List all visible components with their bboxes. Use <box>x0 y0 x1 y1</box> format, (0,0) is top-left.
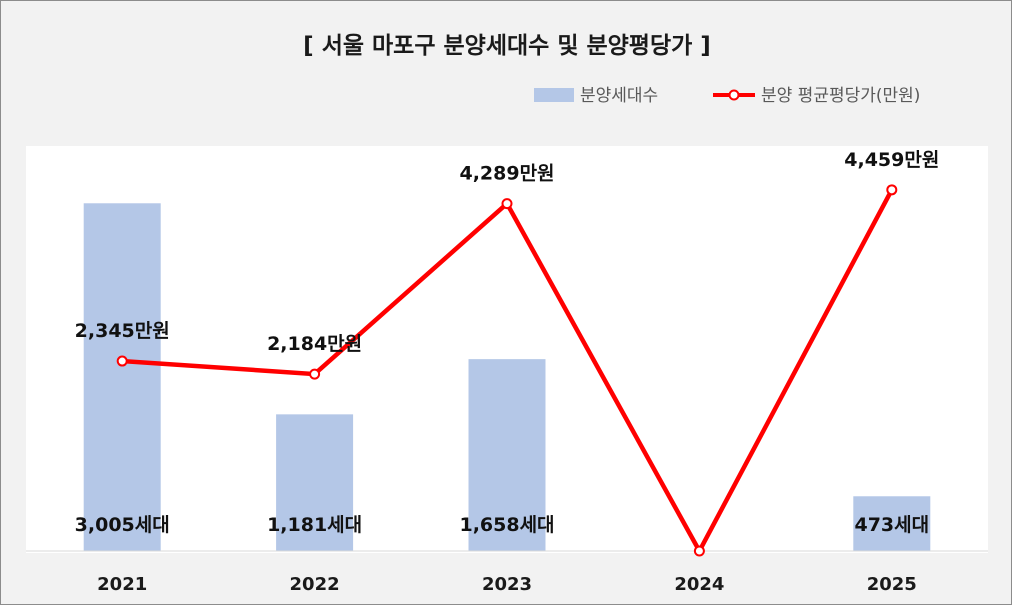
line-label-2025: 4,459만원 <box>844 149 939 171</box>
bar-2023 <box>468 359 546 551</box>
bar-label-2023: 1,658세대 <box>459 514 554 536</box>
legend-bar-label: 분양세대수 <box>580 86 658 106</box>
line-label-2021: 2,345만원 <box>75 320 170 342</box>
line-label-2022: 2,184만원 <box>267 333 362 355</box>
line-point-2022 <box>309 368 321 380</box>
x-axis-ticks: 2021 2022 2023 2024 2025 <box>97 574 917 595</box>
x-tick-2022: 2022 <box>290 574 340 595</box>
bar-2022 <box>276 414 354 551</box>
bar-label-2021: 3,005세대 <box>75 514 170 536</box>
x-tick-2025: 2025 <box>867 574 917 595</box>
bar-label-2025: 473세대 <box>854 514 929 536</box>
bar-2025 <box>853 496 931 551</box>
chart-title: [ 서울 마포구 분양세대수 및 분양평당가 ] <box>303 33 711 59</box>
x-tick-2021: 2021 <box>97 574 147 595</box>
bar-2021 <box>83 203 161 551</box>
legend-line-label: 분양 평균평당가(만원) <box>761 86 920 106</box>
legend-bar-swatch <box>534 88 574 102</box>
legend: 분양세대수 분양 평균평당가(만원) <box>534 86 920 106</box>
x-tick-2024: 2024 <box>674 574 724 595</box>
legend-line-marker <box>728 89 740 101</box>
line-series <box>116 184 898 557</box>
line-label-2023: 4,289만원 <box>459 163 554 185</box>
bar-series <box>83 203 931 551</box>
bar-label-2022: 1,181세대 <box>267 514 362 536</box>
line-point-2025 <box>886 184 898 196</box>
line-point-2021 <box>116 355 128 367</box>
x-tick-2023: 2023 <box>482 574 532 595</box>
data-labels: 3,005세대 1,181세대 1,658세대 473세대 2,345만원 2,184만원… <box>75 149 940 536</box>
line-point-2024 <box>693 545 705 557</box>
line-point-2023 <box>501 198 513 210</box>
